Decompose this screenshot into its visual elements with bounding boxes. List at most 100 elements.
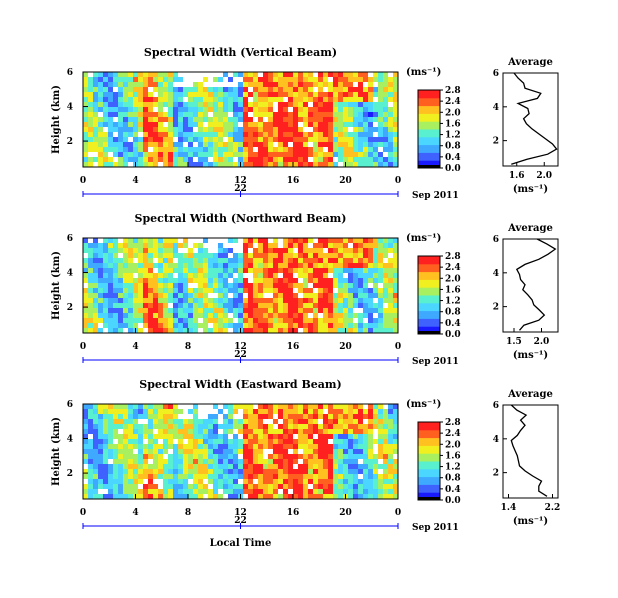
panel-title: Spectral Width (Eastward Beam) <box>139 378 341 391</box>
colorbar-tick-label: 2.8 <box>445 418 461 428</box>
colorbar-tick-label: 1.6 <box>445 451 461 461</box>
date-label: Sep 2011 <box>412 191 459 201</box>
colorbar-tick-label: 1.2 <box>445 131 461 141</box>
colorbar-unit: (ms⁻¹) <box>406 67 441 78</box>
colorbar-tick-label: 2.8 <box>445 252 461 262</box>
y-tick-label: 6 <box>67 400 73 410</box>
colorbar-tick-label: 0.4 <box>445 153 461 163</box>
x-tick-label: 16 <box>287 176 300 186</box>
colorbar-tick-label: 0.8 <box>445 308 461 318</box>
x-tick-label: 20 <box>339 342 352 352</box>
panel-title: Spectral Width (Northward Beam) <box>135 212 347 225</box>
profile-frame <box>502 72 559 167</box>
x-tick-label: 0 <box>80 508 86 518</box>
x-tick-label: 8 <box>185 508 191 518</box>
colorbar-tick-label: 2.4 <box>445 429 461 439</box>
y-tick-label: 4 <box>67 435 73 445</box>
colorbar-tick-label: 1.2 <box>445 463 461 473</box>
x-tick-label: 0 <box>395 342 401 352</box>
colorbar-unit: (ms⁻¹) <box>406 399 441 410</box>
colorbar-floor <box>418 165 440 168</box>
colorbar-tick-label: 1.6 <box>445 285 461 295</box>
colorbar-unit: (ms⁻¹) <box>406 233 441 244</box>
panel-title: Spectral Width (Vertical Beam) <box>144 46 337 59</box>
x-tick-label: 8 <box>185 176 191 186</box>
profile-y-tick-label: 4 <box>493 269 499 279</box>
colorbar-floor <box>418 331 440 334</box>
profile-title: Average <box>507 223 553 234</box>
profile-y-tick-label: 4 <box>493 435 499 445</box>
profile-y-tick-label: 6 <box>493 235 499 245</box>
panel-2: Spectral Width (Northward Beam) 6 4 2 Height… <box>51 212 559 367</box>
x-tick-label: 8 <box>185 342 191 352</box>
x-tick-label: 20 <box>339 508 352 518</box>
x-tick-label: 4 <box>132 176 138 186</box>
profile-x-label: (ms⁻¹) <box>513 350 548 361</box>
x-axis-label: Local Time <box>210 538 272 549</box>
profile-x-label: (ms⁻¹) <box>513 516 548 527</box>
x-tick-label: 12 <box>234 508 247 518</box>
colorbar-tick-label: 0.0 <box>445 164 461 174</box>
heatmap <box>83 404 398 499</box>
colorbar-tick-label: 2.8 <box>445 86 461 96</box>
x-tick-label: 4 <box>132 508 138 518</box>
y-tick-label: 2 <box>67 469 73 479</box>
x-tick-label: 0 <box>395 508 401 518</box>
colorbar <box>417 89 441 169</box>
x-tick-label: 20 <box>339 176 352 186</box>
date-label: Sep 2011 <box>412 523 459 533</box>
profile-x-tick-label: 2.2 <box>545 503 561 513</box>
profile-frame <box>502 404 559 499</box>
y-tick-label: 4 <box>67 103 73 113</box>
y-tick-label: 6 <box>67 68 73 78</box>
profile-x-tick-label: 1.5 <box>506 337 522 347</box>
profile-frame <box>502 238 559 333</box>
heatmap <box>83 72 398 167</box>
colorbar-floor <box>418 497 440 500</box>
colorbar <box>417 255 441 335</box>
colorbar-tick-label: 2.4 <box>445 97 461 107</box>
x-tick-label: 16 <box>287 508 300 518</box>
colorbar-tick-label: 0.0 <box>445 496 461 506</box>
y-axis-label: Height (km) <box>51 85 62 154</box>
colorbar-tick-label: 1.2 <box>445 297 461 307</box>
colorbar-tick-label: 0.8 <box>445 474 461 484</box>
colorbar-tick-label: 2.0 <box>445 108 461 118</box>
colorbar-tick-label: 2.0 <box>445 440 461 450</box>
profile-x-tick-label: 2.0 <box>536 171 552 181</box>
date-day: 22 <box>234 184 247 194</box>
y-tick-label: 2 <box>67 303 73 313</box>
x-tick-label: 4 <box>132 342 138 352</box>
y-tick-label: 4 <box>67 269 73 279</box>
y-tick-label: 6 <box>67 234 73 244</box>
profile-line <box>510 404 548 497</box>
colorbar <box>417 421 441 501</box>
colorbar-tick-label: 0.4 <box>445 485 461 495</box>
profile-title: Average <box>507 57 553 68</box>
profile-line <box>511 72 558 165</box>
profile-x-label: (ms⁻¹) <box>513 184 548 195</box>
profile-y-tick-label: 2 <box>493 469 499 479</box>
date-label: Sep 2011 <box>412 357 459 367</box>
profile-y-tick-label: 6 <box>493 401 499 411</box>
colorbar-tick-label: 2.4 <box>445 263 461 273</box>
profile-x-tick-label: 1.6 <box>509 171 525 181</box>
x-tick-label: 12 <box>234 342 247 352</box>
y-axis-label: Height (km) <box>51 417 62 486</box>
profile-x-tick-label: 1.4 <box>501 503 517 513</box>
heatmap <box>83 238 398 333</box>
date-day: 22 <box>234 516 247 526</box>
date-day: 22 <box>234 350 247 360</box>
y-tick-label: 2 <box>67 137 73 147</box>
panel-1: Spectral Width (Vertical Beam) 6 4 2 Height … <box>51 46 559 201</box>
colorbar-tick-label: 0.4 <box>445 319 461 329</box>
colorbar-tick-label: 0.0 <box>445 330 461 340</box>
x-tick-label: 12 <box>234 176 247 186</box>
profile-y-tick-label: 6 <box>493 69 499 79</box>
panel-3: Spectral Width (Eastward Beam) 6 4 2 Height … <box>51 378 560 549</box>
x-tick-label: 16 <box>287 342 300 352</box>
profile-y-tick-label: 2 <box>493 137 499 147</box>
colorbar-tick-label: 2.0 <box>445 274 461 284</box>
profile-title: Average <box>507 389 553 400</box>
